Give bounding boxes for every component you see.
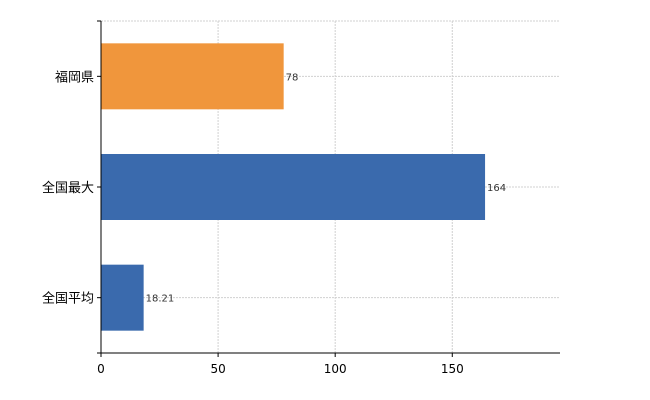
category-label-0: 福岡県 [55,70,94,85]
category-label-1: 全国最大 [42,180,94,196]
x-tick-label-1: 50 [210,362,225,376]
bars [101,43,486,331]
data-label-0: 78 [286,72,299,83]
bar-0 [101,43,284,110]
data-label-2: 18.21 [146,294,175,305]
bar-1 [101,154,486,220]
category-label-2: 全国平均 [42,291,94,307]
data-label-1: 164 [487,183,506,194]
bar-2 [101,264,144,331]
labels: 78 福岡県 164 全国最大 18.21 全国平均 0 50 100 150 [42,70,506,376]
x-tick-label-0: 0 [97,362,105,376]
x-tick-label-2: 100 [324,362,347,376]
axes [97,20,560,357]
x-tick-label-3: 150 [441,362,464,376]
